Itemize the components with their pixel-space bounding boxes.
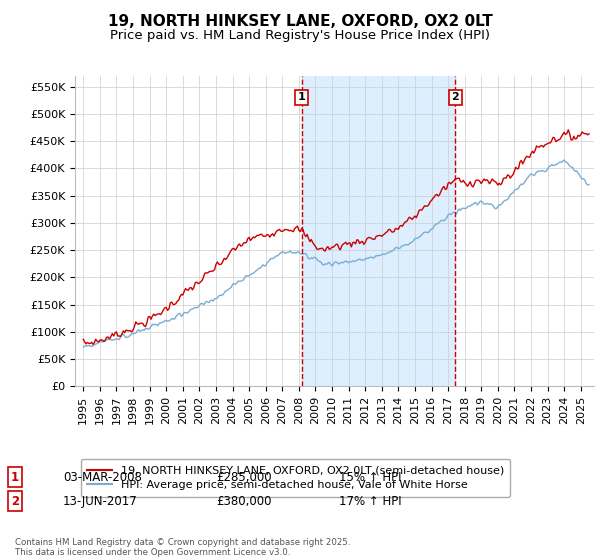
Text: 2: 2 [11,494,19,508]
Text: 03-MAR-2008: 03-MAR-2008 [63,470,142,484]
Text: 1: 1 [298,92,305,102]
Text: 2: 2 [452,92,459,102]
Bar [302,76,455,386]
Legend: 19, NORTH HINKSEY LANE, OXFORD, OX2 0LT (semi-detached house), HPI: Average pric: 19, NORTH HINKSEY LANE, OXFORD, OX2 0LT … [80,459,511,497]
Text: £380,000: £380,000 [216,494,271,508]
Text: Price paid vs. HM Land Registry's House Price Index (HPI): Price paid vs. HM Land Registry's House … [110,29,490,42]
Text: 15% ↑ HPI: 15% ↑ HPI [339,470,401,484]
Text: 13-JUN-2017: 13-JUN-2017 [63,494,138,508]
Text: Contains HM Land Registry data © Crown copyright and database right 2025.
This d: Contains HM Land Registry data © Crown c… [15,538,350,557]
Text: 19, NORTH HINKSEY LANE, OXFORD, OX2 0LT: 19, NORTH HINKSEY LANE, OXFORD, OX2 0LT [107,14,493,29]
Text: 17% ↑ HPI: 17% ↑ HPI [339,494,401,508]
Text: 1: 1 [11,470,19,484]
Text: £285,000: £285,000 [216,470,272,484]
